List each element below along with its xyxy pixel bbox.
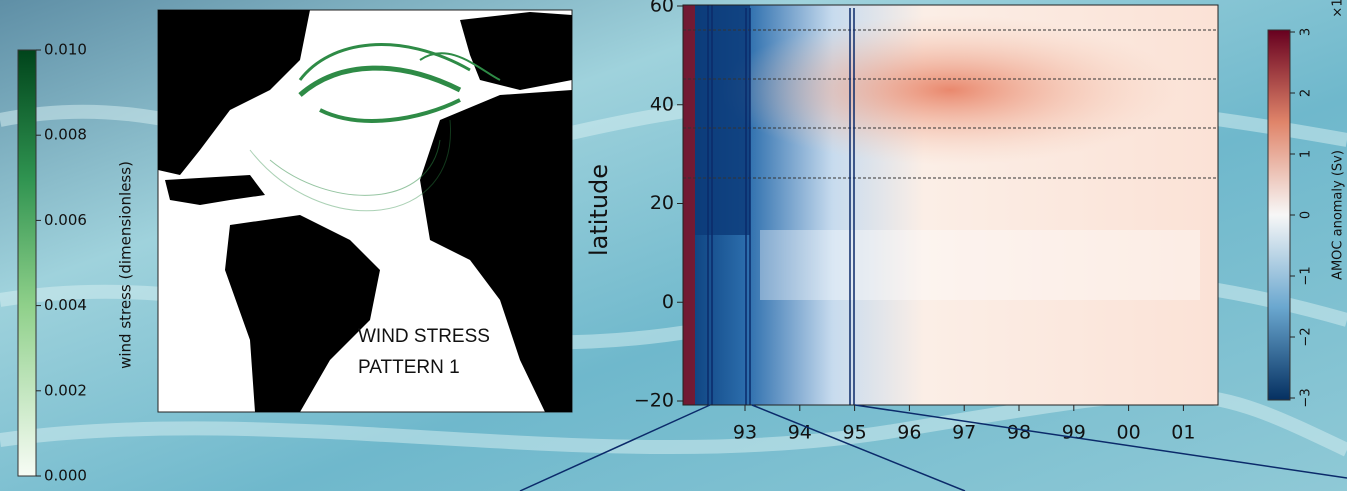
africa (420, 90, 572, 412)
heatmap-ylabel: latitude (585, 164, 613, 256)
wind-tick-label: 0.004 (44, 296, 87, 314)
amoc-tick-label: −1 (1299, 266, 1314, 285)
x-tick-label: 01 (1171, 422, 1195, 444)
wind-colorbar (17, 49, 37, 477)
north-america (158, 10, 310, 175)
wind-tick-label: 0.010 (44, 41, 87, 59)
wind-tick-label: 0.006 (44, 211, 87, 229)
x-tick-label: 93 (733, 422, 757, 444)
y-tick-label: 60 (650, 0, 674, 17)
amoc-tick-label: 1 (1299, 150, 1314, 158)
wind-tick-label: 0.000 (44, 467, 87, 485)
amoc-tick-label: 0 (1299, 211, 1314, 219)
dashed-lines (683, 29, 1218, 179)
edge-band (683, 5, 695, 405)
y-tick-label: 0 (662, 291, 674, 313)
blue-band (695, 5, 750, 235)
amoc-tick-label: −3 (1299, 388, 1314, 407)
wind-ticks: 0.010 0.008 0.006 0.004 0.002 0.000 (36, 41, 87, 485)
y-tick-label: 40 (650, 93, 674, 115)
missing-data (760, 230, 1200, 300)
heatmap (683, 5, 1218, 405)
x-tick-label: 99 (1062, 422, 1086, 444)
period-markers (707, 5, 855, 405)
wind-tick-label: 0.002 (44, 381, 87, 399)
map-annotation: WIND STRESS (358, 326, 490, 347)
amoc-tick-label: 2 (1299, 89, 1314, 97)
x-tick-label: 98 (1007, 422, 1031, 444)
continents (158, 10, 572, 412)
caribbean (165, 175, 265, 205)
amoc-ticks: 3 2 1 0 −1 −2 −3 (1290, 28, 1314, 408)
amoc-tick-label: −2 (1299, 327, 1314, 346)
x-tick-label: 00 (1117, 422, 1141, 444)
warm-anomaly (720, 15, 1180, 165)
x-tick-label: 96 (897, 422, 921, 444)
y-tick-label: −20 (634, 390, 674, 412)
x-tick-label: 95 (843, 422, 867, 444)
amoc-colorbar-label: AMOC anomaly (Sv) (1331, 150, 1346, 280)
streamlines (249, 43, 501, 212)
europe (460, 12, 572, 90)
wind-tick-label: 0.008 (44, 126, 87, 144)
amoc-multiplier: ×1 (1331, 0, 1346, 18)
zoom-lines (519, 404, 1347, 491)
map-annotation: PATTERN 1 (358, 357, 460, 378)
south-america (225, 215, 380, 412)
amoc-tick-label: 3 (1299, 28, 1314, 36)
x-tick-label: 97 (952, 422, 976, 444)
heatmap-frame (682, 4, 1219, 406)
amoc-colorbar (1267, 29, 1291, 401)
wind-colorbar-label: wind stress (dimensionless) (117, 161, 135, 369)
y-tick-label: 20 (650, 192, 674, 214)
